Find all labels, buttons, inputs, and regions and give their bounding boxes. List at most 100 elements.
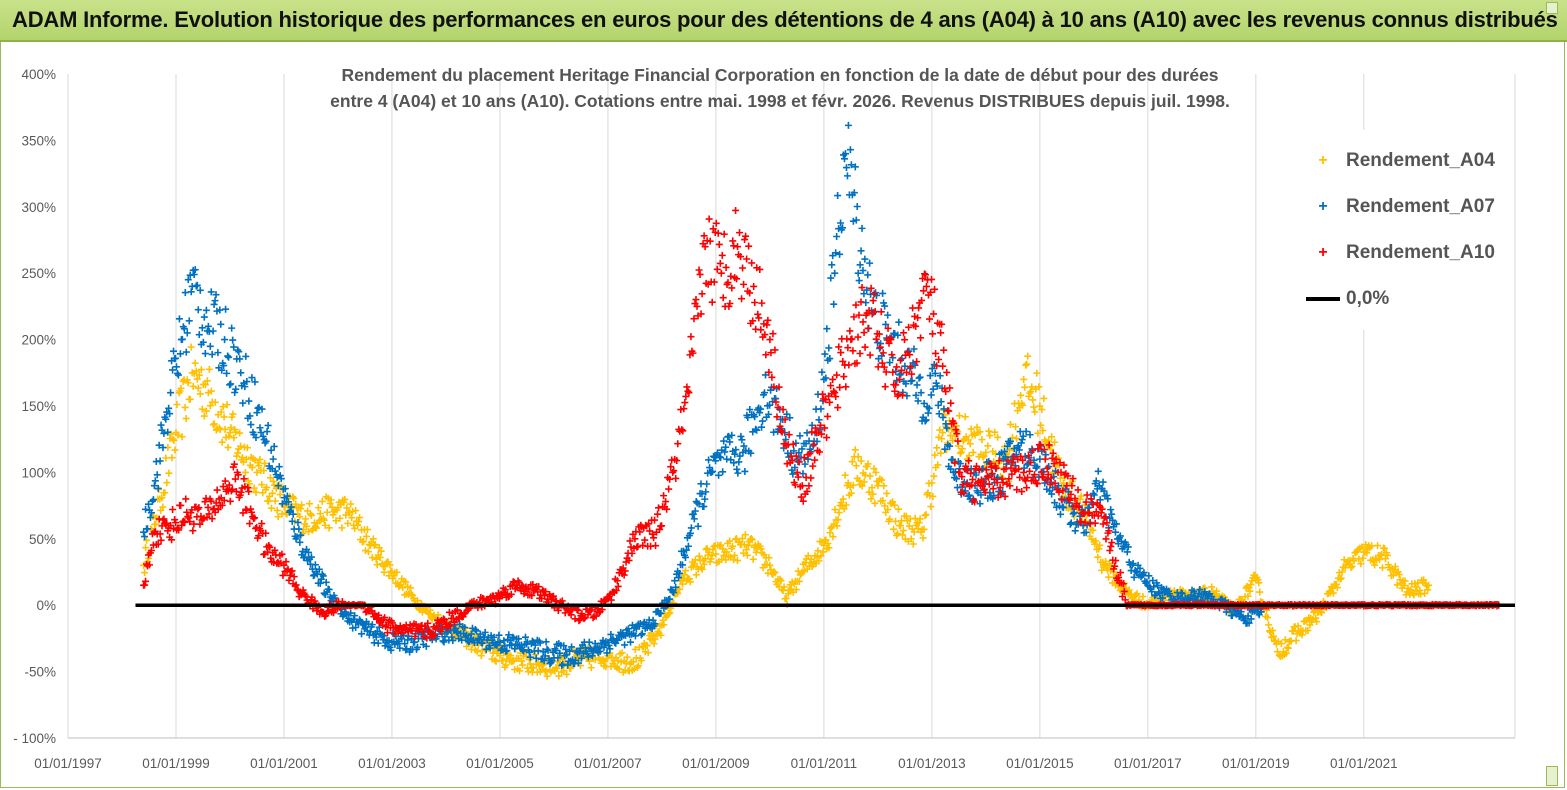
data-point — [902, 380, 910, 388]
data-point — [1024, 352, 1032, 360]
data-point — [716, 259, 724, 267]
data-point — [477, 652, 485, 660]
data-point — [823, 325, 831, 333]
data-point — [757, 326, 765, 334]
data-point — [1270, 632, 1278, 640]
data-point — [830, 387, 838, 395]
data-point — [1037, 421, 1045, 429]
data-point — [1133, 590, 1141, 598]
data-point — [731, 551, 739, 559]
data-point — [606, 645, 614, 653]
data-point — [886, 515, 894, 523]
legend-item-a10[interactable]: + Rendement_A10 — [1306, 240, 1495, 266]
data-point — [285, 576, 293, 584]
data-point — [1143, 578, 1151, 586]
data-point — [855, 277, 863, 285]
data-point — [1047, 474, 1055, 482]
data-point — [501, 642, 509, 650]
data-point — [717, 454, 725, 462]
legend-item-a07[interactable]: + Rendement_A07 — [1306, 194, 1495, 220]
data-point — [734, 469, 742, 477]
data-point — [211, 398, 219, 406]
data-point — [1019, 432, 1027, 440]
data-point — [864, 271, 872, 279]
data-point — [146, 514, 154, 521]
data-point — [515, 635, 523, 643]
data-point — [296, 538, 304, 546]
data-point — [766, 336, 774, 344]
legend-item-zero[interactable]: 0,0% — [1306, 286, 1389, 312]
data-point — [528, 591, 536, 599]
data-point — [1005, 446, 1013, 454]
data-point — [779, 587, 787, 595]
data-point — [172, 519, 180, 527]
data-point — [600, 643, 608, 651]
data-point — [910, 528, 918, 536]
data-point — [958, 445, 966, 453]
data-point — [408, 591, 416, 599]
legend[interactable]: + Rendement_A04 + Rendement_A07 + Rendem… — [1284, 130, 1514, 330]
data-point — [1060, 461, 1068, 469]
data-point — [258, 520, 266, 528]
data-point — [308, 565, 316, 573]
corner-handle-bottom-right[interactable] — [1546, 766, 1558, 786]
data-point — [277, 559, 285, 567]
data-point — [531, 651, 539, 659]
corner-handle-top-right[interactable] — [1546, 2, 1558, 14]
data-point — [1092, 537, 1100, 545]
data-point — [1378, 564, 1386, 572]
data-point — [368, 554, 376, 562]
data-point — [165, 404, 173, 412]
data-point — [879, 497, 887, 505]
data-point — [385, 637, 393, 645]
data-point — [1104, 495, 1112, 503]
data-point — [1112, 557, 1120, 565]
data-point — [341, 495, 349, 503]
data-point — [258, 405, 266, 413]
data-point — [1022, 361, 1030, 369]
data-point — [827, 274, 835, 282]
data-point — [375, 544, 383, 552]
data-point — [621, 567, 629, 575]
data-point — [781, 416, 789, 424]
data-point — [185, 514, 193, 522]
data-point — [194, 384, 202, 392]
data-point — [1010, 452, 1018, 460]
data-point — [738, 436, 746, 444]
data-point — [307, 511, 315, 519]
data-point — [178, 433, 186, 441]
data-point — [825, 344, 833, 352]
data-point — [248, 463, 256, 471]
legend-item-a04[interactable]: + Rendement_A04 — [1306, 148, 1495, 174]
data-point — [233, 452, 241, 460]
data-point — [737, 432, 745, 440]
data-point — [1018, 436, 1026, 444]
data-point — [894, 331, 902, 339]
data-point — [1100, 514, 1108, 522]
data-point — [938, 435, 946, 443]
data-point — [185, 317, 193, 325]
data-point — [351, 612, 359, 620]
data-point — [564, 661, 572, 669]
data-point — [1101, 513, 1109, 521]
data-point — [734, 557, 742, 565]
data-point — [274, 513, 282, 521]
data-point — [1395, 571, 1403, 579]
data-point — [552, 647, 560, 655]
data-point — [1067, 519, 1075, 527]
data-point — [985, 427, 993, 435]
data-point — [147, 509, 155, 517]
data-point — [494, 638, 502, 646]
data-point — [852, 301, 860, 309]
data-point — [658, 522, 666, 530]
data-point — [638, 630, 646, 638]
data-point — [184, 379, 192, 387]
data-point — [908, 370, 916, 378]
data-point — [174, 371, 182, 379]
data-point — [839, 357, 847, 365]
data-point — [194, 505, 202, 513]
data-point — [645, 520, 653, 528]
data-point — [471, 625, 479, 633]
data-point — [246, 412, 254, 420]
data-point — [519, 661, 527, 669]
